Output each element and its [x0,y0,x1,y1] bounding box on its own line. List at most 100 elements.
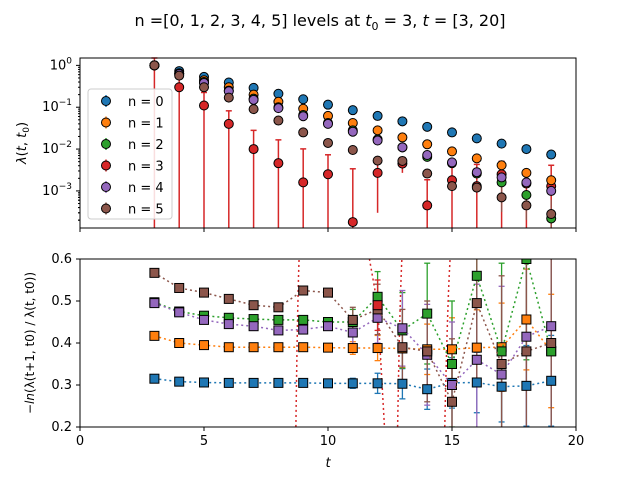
top-point-n4 [248,94,259,105]
top-point-n1 [496,160,507,171]
bottom-line-n3 [368,259,386,427]
top-point-n0 [347,105,358,116]
legend-label: n = 1 [128,117,164,132]
bottom-point-n5 [248,300,259,311]
bottom-point-n1 [323,342,333,353]
bottom-point-n0 [471,377,482,388]
bottom-point-n1 [174,338,185,348]
top-point-n0 [323,99,333,110]
bottom-point-n0 [521,380,532,391]
top-point-n4 [397,142,408,153]
bottom-point-n5 [422,346,433,357]
title-t0-symbol: t [365,11,372,30]
bottom-point-n1 [199,340,209,351]
bottom-point-n4 [347,327,358,338]
x-ticks: 0 5 10 15 20 [76,228,584,449]
bottom-point-n0 [174,376,185,387]
top-y-ticks: 100 10−1 10−2 10−3 [42,56,80,221]
x-axis-label: t [325,456,331,471]
top-point-n4 [372,135,383,146]
bottom-point-n4 [447,380,457,390]
bottom-point-n0 [496,381,507,392]
top-point-n5 [149,60,160,71]
bottom-line-n1 [154,318,552,352]
top-point-n5 [397,155,408,166]
top-point-n3 [347,217,358,228]
bottom-point-n0 [248,377,259,388]
top-point-n4 [298,111,309,122]
legend-marker [101,182,111,192]
bottom-y-axis-label: −ln(λ(t+1, t0) / λ(t, t0)) [23,272,37,414]
top-point-n5 [174,70,185,81]
bottom-point-n1 [298,342,309,353]
bottom-axes-frame [79,258,577,428]
bottom-line-n0 [154,377,552,390]
top-point-n3 [223,118,234,129]
legend-marker [101,160,111,171]
top-point-n3 [298,177,309,188]
top-point-n5 [298,127,309,138]
bottom-point-n1 [248,342,259,353]
legend-label: n = 0 [128,95,164,110]
bottom-point-n4 [248,321,259,332]
top-point-n3 [199,100,209,111]
title-t-symbol: t [422,11,429,30]
top-point-n1 [471,153,482,164]
bottom-point-n0 [372,378,383,389]
bottom-point-n1 [273,342,284,353]
x-tick-label: 5 [200,434,208,449]
top-point-n4 [447,157,457,168]
top-point-n5 [372,155,383,166]
top-point-n4 [323,118,333,129]
x-tick-label: 0 [76,434,84,449]
top-point-n4 [521,177,532,188]
bottom-point-n2 [496,346,507,357]
bottom-y-tick-label: 0.5 [51,294,72,309]
bottom-point-n1 [223,342,234,353]
bottom-point-n0 [223,377,234,388]
bottom-point-n2 [298,314,309,325]
top-point-n1 [521,167,532,178]
top-point-n3 [372,167,383,178]
bottom-point-n0 [323,378,333,389]
bottom-point-n5 [447,396,457,407]
top-y-tick-label: 10−1 [42,98,72,115]
x-tick-label: 20 [568,434,585,449]
top-point-n0 [546,149,557,160]
bottom-point-n0 [347,378,358,389]
bottom-point-n5 [174,282,185,293]
bottom-point-n5 [149,267,160,278]
bottom-point-n4 [521,331,532,342]
title-prefix: n =[0, 1, 2, 3, 4, 5] levels at [134,11,365,30]
bottom-point-n5 [199,287,209,298]
top-point-n3 [248,144,259,155]
top-point-n0 [496,138,507,149]
bottom-panel: 0.2 0.3 0.4 0.5 0.6 0 5 10 15 20 −ln(λ(t+1, t0) … [23,228,584,471]
bottom-point-n5 [223,293,234,304]
top-panel: 100 10−1 10−2 10−3 λ(t, t0) n = 0 n = 1 n = 2… [15,56,577,229]
bottom-point-n2 [546,346,557,357]
bottom-point-n5 [471,298,482,309]
bottom-y-tick-label: 0.3 [51,378,72,393]
top-point-n5 [323,137,333,148]
top-point-n5 [422,168,433,179]
top-point-n0 [447,127,457,138]
top-y-tick-label: 100 [50,56,73,73]
top-point-n3 [422,200,433,211]
legend-label: n = 5 [128,203,164,218]
bottom-y-tick-label: 0.6 [51,252,72,267]
x-tick-label: 10 [320,434,337,449]
bottom-point-n1 [347,343,358,354]
legend-marker [101,117,111,128]
bottom-point-n4 [471,354,482,365]
top-point-n5 [447,181,457,192]
bottom-marks [149,259,557,427]
top-point-n5 [546,209,557,220]
top-point-n0 [471,133,482,144]
bottom-y-ticks: 0.2 0.3 0.4 0.5 0.6 [51,252,80,435]
top-point-n4 [546,185,557,196]
bottom-point-n0 [149,373,160,384]
bottom-line-n3 [396,259,403,427]
chart-title: n =[0, 1, 2, 3, 4, 5] levels at t0 = 3, … [134,11,505,33]
top-point-n1 [546,175,557,186]
